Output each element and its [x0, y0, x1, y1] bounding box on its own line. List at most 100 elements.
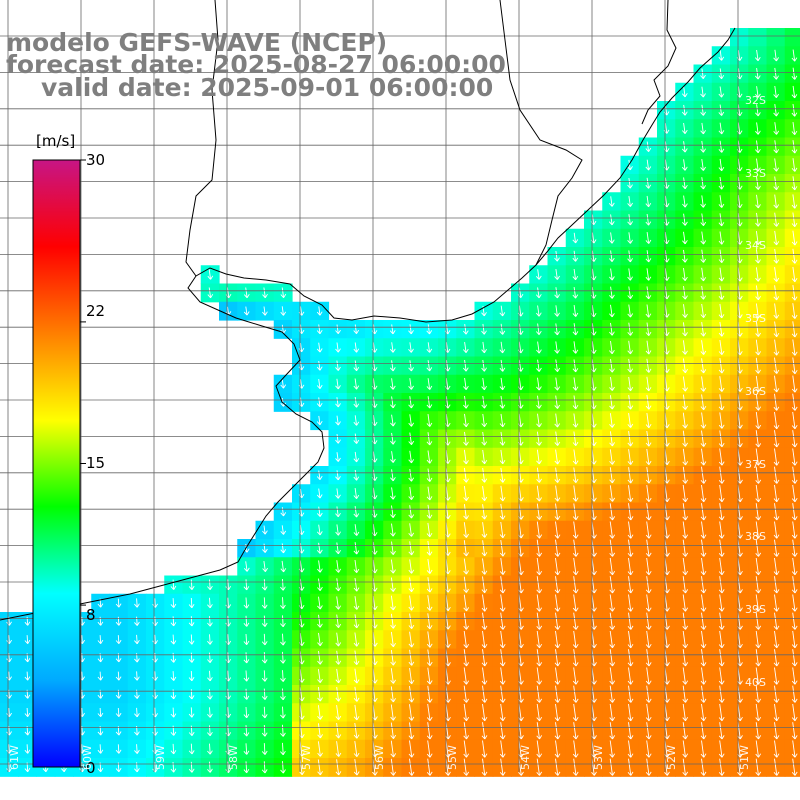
wind-arrow	[773, 303, 780, 319]
wind-arrow	[645, 758, 652, 776]
wind-arrow	[536, 740, 543, 758]
wind-arrow	[572, 413, 579, 428]
wind-speed-cell	[784, 685, 800, 704]
wind-arrow	[353, 686, 360, 702]
wind-arrow	[335, 632, 342, 647]
wind-arrow	[645, 286, 652, 300]
wind-arrow	[700, 213, 707, 226]
wind-arrow	[335, 415, 341, 426]
wind-arrow	[682, 448, 689, 466]
wind-arrow	[170, 671, 177, 681]
wind-arrow	[335, 397, 341, 408]
wind-arrow	[371, 469, 378, 481]
wind-arrow	[791, 685, 798, 703]
wind-arrow	[390, 523, 396, 537]
wind-arrow	[773, 466, 780, 484]
wind-arrow	[207, 634, 213, 645]
wind-arrow	[408, 667, 415, 685]
wind-arrow	[791, 375, 798, 393]
wind-arrow	[773, 722, 780, 740]
wind-arrow	[170, 634, 177, 645]
wind-arrow	[481, 467, 488, 483]
lon-label-52w: 52W	[665, 745, 678, 770]
wind-arrow	[554, 467, 561, 483]
wind-arrow	[389, 324, 396, 335]
wind-arrow	[335, 759, 342, 776]
wind-arrow	[335, 324, 341, 334]
wind-arrow	[681, 86, 688, 98]
wind-arrow	[609, 340, 615, 355]
wind-arrow	[481, 758, 488, 776]
wind-arrow	[335, 542, 341, 555]
wind-arrow	[316, 397, 323, 408]
wind-arrow	[645, 412, 652, 429]
wind-arrow	[700, 68, 706, 79]
wind-arrow	[736, 140, 743, 153]
wind-arrow	[627, 214, 633, 226]
wind-arrow	[682, 630, 689, 649]
wind-arrow	[609, 359, 615, 373]
wind-speed-cell	[784, 648, 800, 668]
wind-arrow	[426, 577, 433, 593]
wind-arrow	[682, 649, 689, 667]
wind-arrow	[554, 305, 560, 317]
wind-arrow	[609, 413, 615, 428]
wind-arrow	[627, 667, 634, 685]
wind-arrow	[791, 303, 798, 319]
wind-arrow	[700, 122, 706, 135]
wind-arrow	[261, 706, 268, 719]
wind-arrow	[463, 667, 470, 685]
wind-arrow	[627, 449, 634, 465]
wind-arrow	[408, 378, 414, 390]
wind-arrow	[609, 667, 616, 685]
wind-arrow	[682, 195, 688, 208]
wind-arrow	[773, 667, 780, 685]
wind-arrow	[390, 414, 396, 427]
wind-arrow	[755, 86, 761, 98]
wind-arrow	[499, 722, 506, 740]
wind-arrow	[554, 287, 560, 299]
wind-arrow	[170, 743, 177, 755]
wind-arrow	[682, 358, 688, 374]
wind-arrow	[572, 485, 579, 502]
wind-arrow	[645, 539, 652, 557]
wind-arrow	[736, 50, 743, 61]
wind-arrow	[755, 411, 762, 429]
wind-arrow	[572, 557, 579, 576]
wind-arrow	[536, 431, 542, 446]
wind-arrow	[700, 484, 707, 503]
wind-arrow	[791, 194, 798, 209]
wind-arrow	[243, 597, 250, 609]
wind-arrow	[353, 415, 360, 426]
wind-arrow	[682, 267, 688, 281]
wind-arrow	[463, 722, 470, 740]
wind-speed-cell	[784, 758, 800, 777]
wind-arrow	[353, 506, 360, 518]
wind-arrow	[755, 285, 761, 301]
wind-arrow	[262, 525, 268, 535]
wind-arrow	[463, 485, 469, 501]
wind-arrow	[718, 285, 725, 300]
wind-arrow	[718, 466, 725, 484]
wind-arrow	[791, 230, 798, 246]
wind-arrow	[463, 431, 469, 446]
wind-arrow	[627, 485, 634, 502]
wind-arrow	[663, 141, 670, 153]
wind-arrow	[390, 451, 396, 463]
wind-arrow	[681, 141, 688, 153]
wind-arrow	[188, 616, 195, 627]
wind-arrow	[718, 412, 725, 429]
wind-arrow	[755, 357, 761, 374]
wind-arrow	[718, 303, 725, 319]
wind-arrow	[243, 561, 250, 572]
wind-arrow	[134, 598, 140, 608]
wind-arrow	[408, 559, 415, 574]
wind-arrow	[536, 685, 543, 703]
wind-arrow	[463, 540, 469, 557]
wind-arrow	[481, 395, 488, 409]
wind-arrow	[280, 724, 286, 737]
wind-arrow	[207, 761, 213, 773]
wind-arrow	[682, 394, 688, 410]
wind-arrow	[554, 395, 561, 409]
wind-arrow	[408, 487, 415, 500]
